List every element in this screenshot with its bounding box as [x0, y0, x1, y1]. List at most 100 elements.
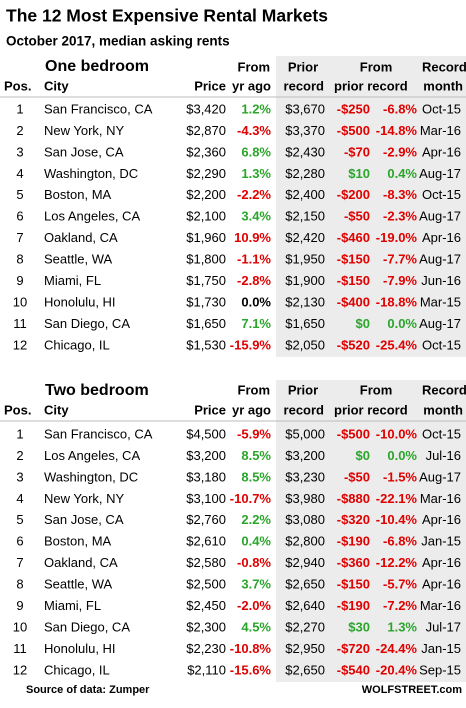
cell: -$50 [344, 209, 370, 224]
cell: 2.2% [241, 512, 271, 527]
cell: -7.7% [383, 252, 417, 267]
cell: $1,800 [186, 252, 226, 267]
cell: $3,200 [186, 448, 226, 463]
cell: Los Angeles, CA [44, 448, 140, 463]
cell: -10.7% [230, 491, 272, 506]
header: month [423, 78, 463, 93]
cell: -$250 [337, 101, 370, 116]
header: From [360, 382, 393, 397]
header: Pos. [4, 402, 31, 417]
cell: -5.7% [383, 577, 417, 592]
cell: Apr-16 [422, 144, 461, 159]
cell: Aug-17 [419, 252, 461, 267]
cell: -25.4% [376, 337, 418, 352]
cell: -5.9% [237, 426, 271, 441]
cell: -15.6% [230, 662, 272, 677]
cell: -$190 [337, 534, 370, 549]
cell: Chicago, IL [44, 337, 110, 352]
cell: Los Angeles, CA [44, 209, 140, 224]
cell: Boston, MA [44, 534, 112, 549]
header: City [44, 78, 69, 93]
cell: -1.5% [383, 469, 417, 484]
cell: -24.4% [376, 641, 418, 656]
cell: -22.1% [376, 491, 418, 506]
cell: 1.3% [387, 619, 417, 634]
cell: 11 [13, 316, 27, 331]
cell: 0.0% [387, 316, 417, 331]
cell: Apr-16 [422, 512, 461, 527]
cell: New York, NY [44, 123, 125, 138]
cell: $2,270 [285, 619, 325, 634]
cell: Apr-16 [422, 555, 461, 570]
cell: 2 [16, 123, 23, 138]
cell: Jul-16 [426, 448, 461, 463]
cell: $3,980 [285, 491, 325, 506]
header: From [238, 59, 271, 74]
header: record [284, 78, 325, 93]
cell: -$200 [337, 187, 370, 202]
cell: -14.8% [376, 123, 418, 138]
header: City [44, 402, 69, 417]
cell: -$400 [337, 294, 370, 309]
cell: Seattle, WA [44, 252, 112, 267]
cell: 1 [16, 101, 23, 116]
cell: Jan-15 [421, 641, 461, 656]
cell: -$360 [337, 555, 370, 570]
cell: -10.4% [376, 512, 418, 527]
cell: -7.2% [383, 598, 417, 613]
cell: 6.8% [241, 144, 271, 159]
cell: $2,290 [186, 166, 226, 181]
cell: -$150 [337, 577, 370, 592]
header: Pos. [4, 78, 31, 93]
cell: -$150 [337, 252, 370, 267]
header: Record [422, 59, 466, 74]
cell: $2,610 [186, 534, 226, 549]
cell: -$70 [344, 144, 370, 159]
shaded-columns [276, 380, 466, 682]
cell: $3,670 [285, 101, 325, 116]
cell: San Diego, CA [44, 619, 130, 634]
cell: San Diego, CA [44, 316, 130, 331]
cell: -6.8% [383, 101, 417, 116]
cell: Chicago, IL [44, 662, 110, 677]
cell: $2,800 [285, 534, 325, 549]
cell: 8.5% [241, 448, 271, 463]
cell: Aug-17 [419, 166, 461, 181]
cell: 6 [16, 209, 23, 224]
source: Source of data: Zumper [26, 684, 150, 696]
cell: San Jose, CA [44, 512, 124, 527]
cell: 10 [13, 294, 27, 309]
cell: 5 [16, 187, 23, 202]
cell: $2,110 [187, 662, 226, 677]
cell: -$880 [337, 491, 370, 506]
header: Price [194, 402, 226, 417]
cell: Mar-16 [420, 123, 461, 138]
cell: -$50 [344, 469, 370, 484]
cell: $2,360 [186, 144, 226, 159]
cell: 3.7% [241, 577, 271, 592]
cell: Jun-16 [421, 273, 461, 288]
brand: WOLFSTREET.com [362, 684, 462, 696]
cell: $3,230 [285, 469, 325, 484]
cell: 10 [13, 619, 27, 634]
cell: Miami, FL [44, 273, 101, 288]
cell: -$500 [337, 426, 370, 441]
cell: 9 [16, 273, 23, 288]
cell: -18.8% [376, 294, 418, 309]
cell: $0 [356, 316, 370, 331]
cell: 3 [16, 144, 23, 159]
cell: 0.0% [387, 448, 417, 463]
cell: $2,650 [285, 577, 325, 592]
cell: 10.9% [234, 230, 271, 245]
cell: $1,960 [186, 230, 226, 245]
cell: Mar-16 [420, 598, 461, 613]
cell: $2,870 [186, 123, 226, 138]
cell: Oct-15 [422, 426, 461, 441]
cell: Jul-17 [426, 619, 461, 634]
cell: Honolulu, HI [44, 641, 116, 656]
cell: Apr-16 [422, 230, 461, 245]
cell: -7.9% [383, 273, 417, 288]
header: Prior [288, 382, 318, 397]
cell: -0.8% [237, 555, 271, 570]
header: prior record [334, 78, 408, 93]
